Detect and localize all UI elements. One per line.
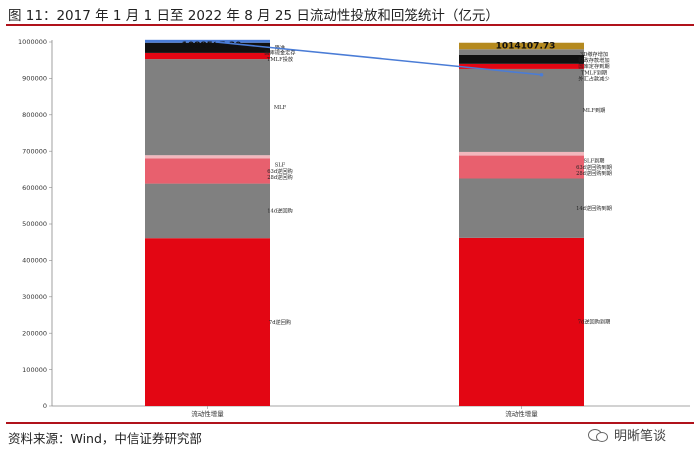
bar-segment — [459, 178, 584, 238]
y-tick-label: 900000 — [22, 75, 47, 83]
segment-label: MLF — [274, 105, 287, 111]
bar-segment — [145, 59, 270, 156]
segment-label: 28d逆回购 — [267, 173, 292, 181]
bar-segment — [145, 183, 270, 239]
segment-label: TMLF投放 — [267, 55, 294, 63]
segment-label: 63d逆回购 — [267, 167, 292, 175]
bar-segment — [459, 237, 584, 406]
bar-total-label: 1088507.30 — [182, 41, 242, 51]
bar-segment — [145, 238, 270, 406]
y-tick-label: 700000 — [22, 147, 47, 155]
y-tick-label: 1000000 — [18, 38, 47, 46]
segment-label: 降准 — [275, 44, 285, 52]
segment-label: SLF到期 — [584, 158, 605, 165]
chart-title: 图 11：2017 年 1 月 1 日至 2022 年 8 月 25 日流动性投… — [8, 8, 499, 24]
chat-bubbles-icon — [588, 428, 610, 442]
segment-label: SLF — [275, 163, 286, 169]
source-note: 资料来源：Wind，中信证券研究部 — [8, 431, 202, 446]
bar-segment — [459, 54, 584, 64]
bar-segment — [145, 155, 270, 159]
segment-label: 7d逆回购 — [269, 318, 291, 326]
segment-label: 3D缴存增加 — [580, 50, 608, 58]
y-tick-label: 800000 — [22, 111, 47, 119]
bar-total-label: 1014107.73 — [496, 42, 556, 52]
x-category-label: 流动性增量 — [505, 409, 538, 418]
connector-line — [215, 41, 542, 76]
bar-segment — [459, 63, 584, 69]
segment-label: 财政存款增加 — [578, 56, 609, 64]
segment-label: 14d逆回购到期 — [576, 204, 612, 212]
y-tick-label: 600000 — [22, 184, 47, 192]
title-top-rule — [6, 24, 694, 26]
y-tick-label: 500000 — [22, 220, 47, 228]
x-category-label: 流动性增量 — [191, 409, 224, 418]
segment-label: 63d逆回购到期 — [576, 163, 612, 171]
y-tick-label: 0 — [43, 402, 47, 410]
watermark-text: 明晰笔谈 — [614, 429, 667, 444]
segment-label: 外汇占款减少 — [578, 75, 609, 83]
bar-segment — [459, 49, 584, 55]
bar-segment — [145, 52, 270, 60]
segment-label: 国库定存到期 — [578, 62, 609, 70]
bar-segment — [145, 158, 270, 184]
segment-label: 28d逆回购到期 — [576, 169, 612, 177]
segment-label: MLF到期 — [583, 107, 606, 114]
bar-segment — [459, 151, 584, 156]
y-tick-label: 100000 — [22, 366, 47, 374]
bar-segment — [145, 42, 270, 53]
y-tick-label: 300000 — [22, 293, 47, 301]
bar-segment — [145, 39, 270, 43]
connector-endpoint — [539, 72, 544, 77]
bar-segment — [459, 155, 584, 179]
bar-segment — [459, 68, 584, 152]
segment-label: 7d逆回购到期 — [578, 318, 611, 326]
segment-label: TMLF到期 — [581, 69, 607, 76]
y-tick-label: 200000 — [22, 329, 47, 337]
bar-segment — [459, 42, 584, 50]
source-top-rule — [6, 422, 694, 424]
watermark: 明晰笔谈 — [588, 425, 666, 444]
y-tick-label: 400000 — [22, 257, 47, 265]
segment-label: 国库现金定存 — [264, 49, 295, 57]
segment-label: 14d逆回购 — [267, 207, 292, 215]
